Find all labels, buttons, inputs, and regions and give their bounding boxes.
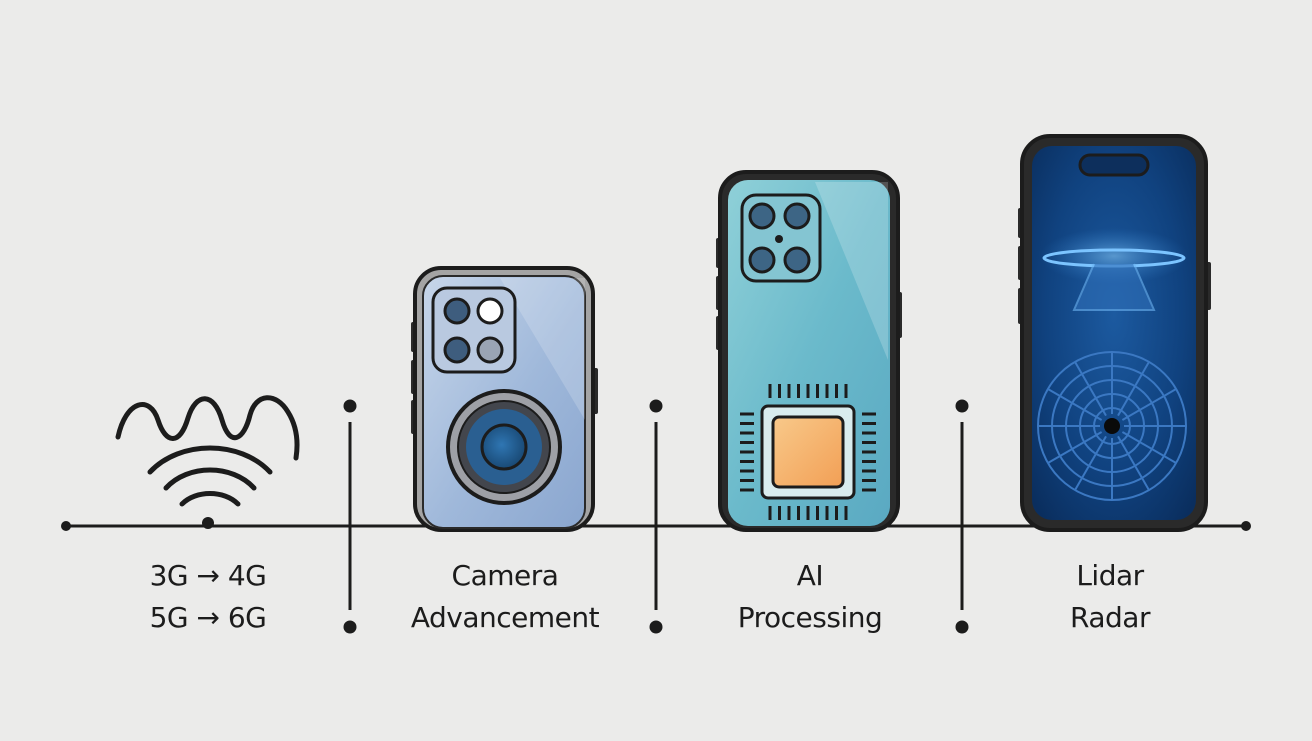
- divider-3: [955, 399, 969, 634]
- stage-label-ai-line2: Processing: [737, 601, 883, 634]
- divider-1: [343, 399, 357, 634]
- stage-label-camera: Camera Advancement: [375, 555, 635, 639]
- timeline-end-dot: [1241, 521, 1251, 531]
- stage-label-camera-line1: Camera: [451, 559, 559, 592]
- camera-phone-icon: [411, 266, 598, 532]
- stage-label-camera-line2: Advancement: [410, 601, 600, 634]
- stage-label-ai: AI Processing: [690, 555, 930, 639]
- stage-label-ai-line1: AI: [796, 559, 824, 592]
- stage-label-lidar-line2: Radar: [1070, 601, 1150, 634]
- stage-label-connectivity-line2: 5G → 6G: [149, 601, 267, 634]
- stage-label-lidar: Lidar Radar: [1010, 555, 1210, 639]
- stage-label-lidar-line1: Lidar: [1076, 559, 1144, 592]
- wifi-signal-icon: [115, 395, 300, 529]
- stage-label-connectivity: 3G → 4G 5G → 6G: [95, 555, 321, 639]
- ai-chip-phone-icon: [716, 170, 902, 532]
- divider-2: [649, 399, 663, 634]
- timeline-start-dot: [61, 521, 71, 531]
- lidar-radar-phone-icon: [1018, 134, 1211, 532]
- stage-label-connectivity-line1: 3G → 4G: [149, 559, 267, 592]
